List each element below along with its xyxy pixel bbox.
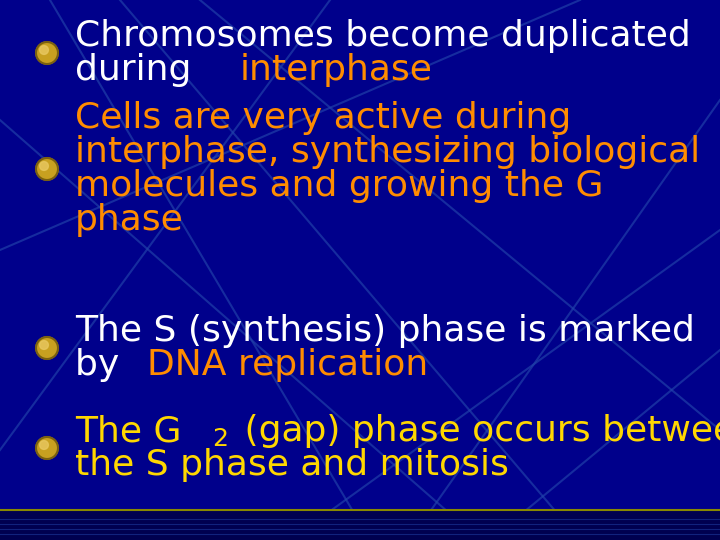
Text: during: during xyxy=(75,53,203,87)
Text: phase: phase xyxy=(75,203,184,237)
Text: interphase: interphase xyxy=(240,53,433,87)
Bar xyxy=(0,510,720,540)
Text: The G: The G xyxy=(75,414,181,448)
Circle shape xyxy=(36,158,58,180)
Text: (gap) phase occurs between: (gap) phase occurs between xyxy=(233,414,720,448)
Circle shape xyxy=(40,161,48,171)
Text: by: by xyxy=(75,348,131,382)
Text: the S phase and mitosis: the S phase and mitosis xyxy=(75,448,509,482)
Text: molecules and growing the G: molecules and growing the G xyxy=(75,169,603,203)
Text: Cells are very active during: Cells are very active during xyxy=(75,101,571,135)
Text: DNA replication: DNA replication xyxy=(147,348,428,382)
Circle shape xyxy=(40,341,48,349)
Text: Chromosomes become duplicated: Chromosomes become duplicated xyxy=(75,19,690,53)
Text: interphase, synthesizing biological: interphase, synthesizing biological xyxy=(75,135,700,169)
Text: The S (synthesis) phase is marked: The S (synthesis) phase is marked xyxy=(75,314,695,348)
Circle shape xyxy=(36,437,58,459)
Text: 2: 2 xyxy=(212,427,228,451)
Circle shape xyxy=(36,42,58,64)
Circle shape xyxy=(36,337,58,359)
Circle shape xyxy=(40,45,48,55)
Circle shape xyxy=(40,441,48,449)
